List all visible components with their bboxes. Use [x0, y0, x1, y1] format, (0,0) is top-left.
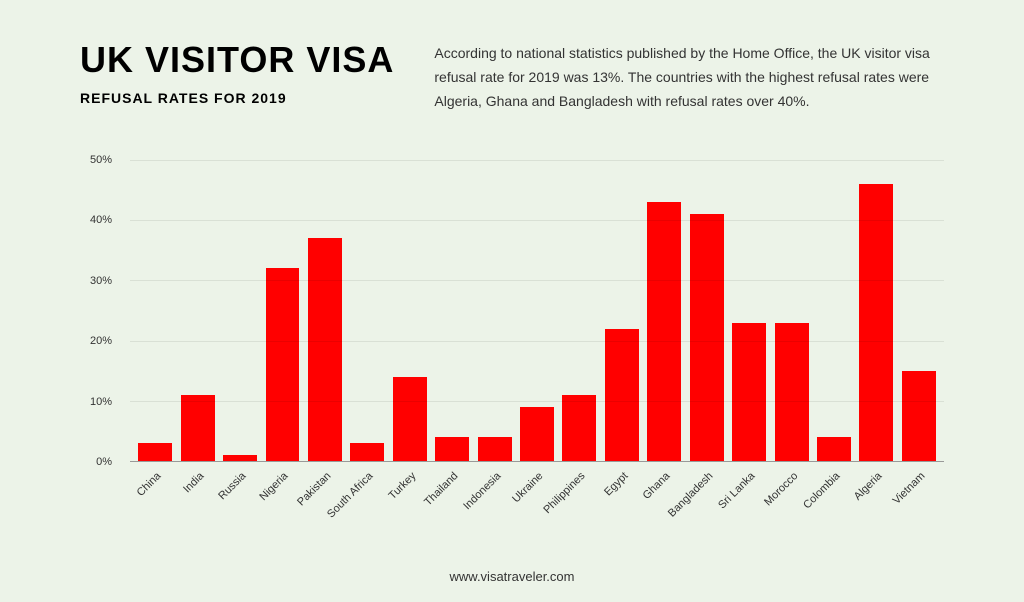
bar	[562, 395, 596, 461]
bar-slot	[813, 160, 855, 461]
bar-slot	[685, 160, 727, 461]
bar-slot	[473, 160, 515, 461]
description-text: According to national statistics publish…	[434, 40, 944, 113]
bar	[817, 437, 851, 461]
y-axis: 0%10%20%30%40%50%	[80, 160, 120, 462]
bar-slot	[558, 160, 600, 461]
x-tick-label: Colombia	[813, 462, 855, 542]
header: UK VISITOR VISA REFUSAL RATES FOR 2019 A…	[0, 0, 1024, 113]
y-tick-label: 50%	[90, 154, 112, 166]
bar	[435, 437, 469, 461]
title-block: UK VISITOR VISA REFUSAL RATES FOR 2019	[80, 40, 394, 113]
bar	[859, 184, 893, 461]
gridline	[130, 160, 944, 161]
x-axis-labels: ChinaIndiaRussiaNigeriaPakistanSouth Afr…	[130, 462, 944, 542]
bar	[732, 323, 766, 461]
y-tick-label: 20%	[90, 335, 112, 347]
y-tick-label: 0%	[96, 456, 112, 468]
bar	[690, 214, 724, 461]
bar	[902, 371, 936, 461]
x-tick-label: India	[176, 462, 218, 542]
bar-chart: 0%10%20%30%40%50% ChinaIndiaRussiaNigeri…	[80, 160, 944, 542]
bar	[223, 455, 257, 461]
bar-slot	[431, 160, 473, 461]
bar-slot	[728, 160, 770, 461]
bars-container	[130, 160, 944, 461]
y-tick-label: 40%	[90, 214, 112, 226]
x-tick-label: Russia	[219, 462, 261, 542]
bar-slot	[134, 160, 176, 461]
bar	[478, 437, 512, 461]
plot-area	[130, 160, 944, 462]
x-tick-label: Vietnam	[898, 462, 940, 542]
x-tick-label: China	[134, 462, 176, 542]
bar	[138, 443, 172, 461]
bar-slot	[346, 160, 388, 461]
page-title: UK VISITOR VISA	[80, 40, 394, 80]
y-tick-label: 10%	[90, 396, 112, 408]
bar	[605, 329, 639, 461]
bar	[181, 395, 215, 461]
bar-slot	[770, 160, 812, 461]
footer-source: www.visatraveler.com	[0, 569, 1024, 584]
bar-slot	[219, 160, 261, 461]
bar-slot	[516, 160, 558, 461]
bar-slot	[304, 160, 346, 461]
x-tick-label: Egypt	[601, 462, 643, 542]
bar	[775, 323, 809, 461]
y-tick-label: 30%	[90, 275, 112, 287]
bar-slot	[643, 160, 685, 461]
gridline	[130, 220, 944, 221]
bar	[647, 202, 681, 461]
bar-slot	[389, 160, 431, 461]
bar	[266, 268, 300, 461]
bar-slot	[898, 160, 940, 461]
bar-slot	[261, 160, 303, 461]
gridline	[130, 341, 944, 342]
x-tick-label: South Africa	[346, 462, 388, 542]
bar	[520, 407, 554, 461]
gridline	[130, 280, 944, 281]
bar	[308, 238, 342, 461]
bar-slot	[176, 160, 218, 461]
bar	[350, 443, 384, 461]
gridline	[130, 401, 944, 402]
x-tick-label: Algeria	[855, 462, 897, 542]
bar-slot	[601, 160, 643, 461]
bar-slot	[855, 160, 897, 461]
x-tick-label: Philippines	[558, 462, 600, 542]
x-tick-label: Indonesia	[473, 462, 515, 542]
bar	[393, 377, 427, 461]
page-subtitle: REFUSAL RATES FOR 2019	[80, 90, 394, 106]
